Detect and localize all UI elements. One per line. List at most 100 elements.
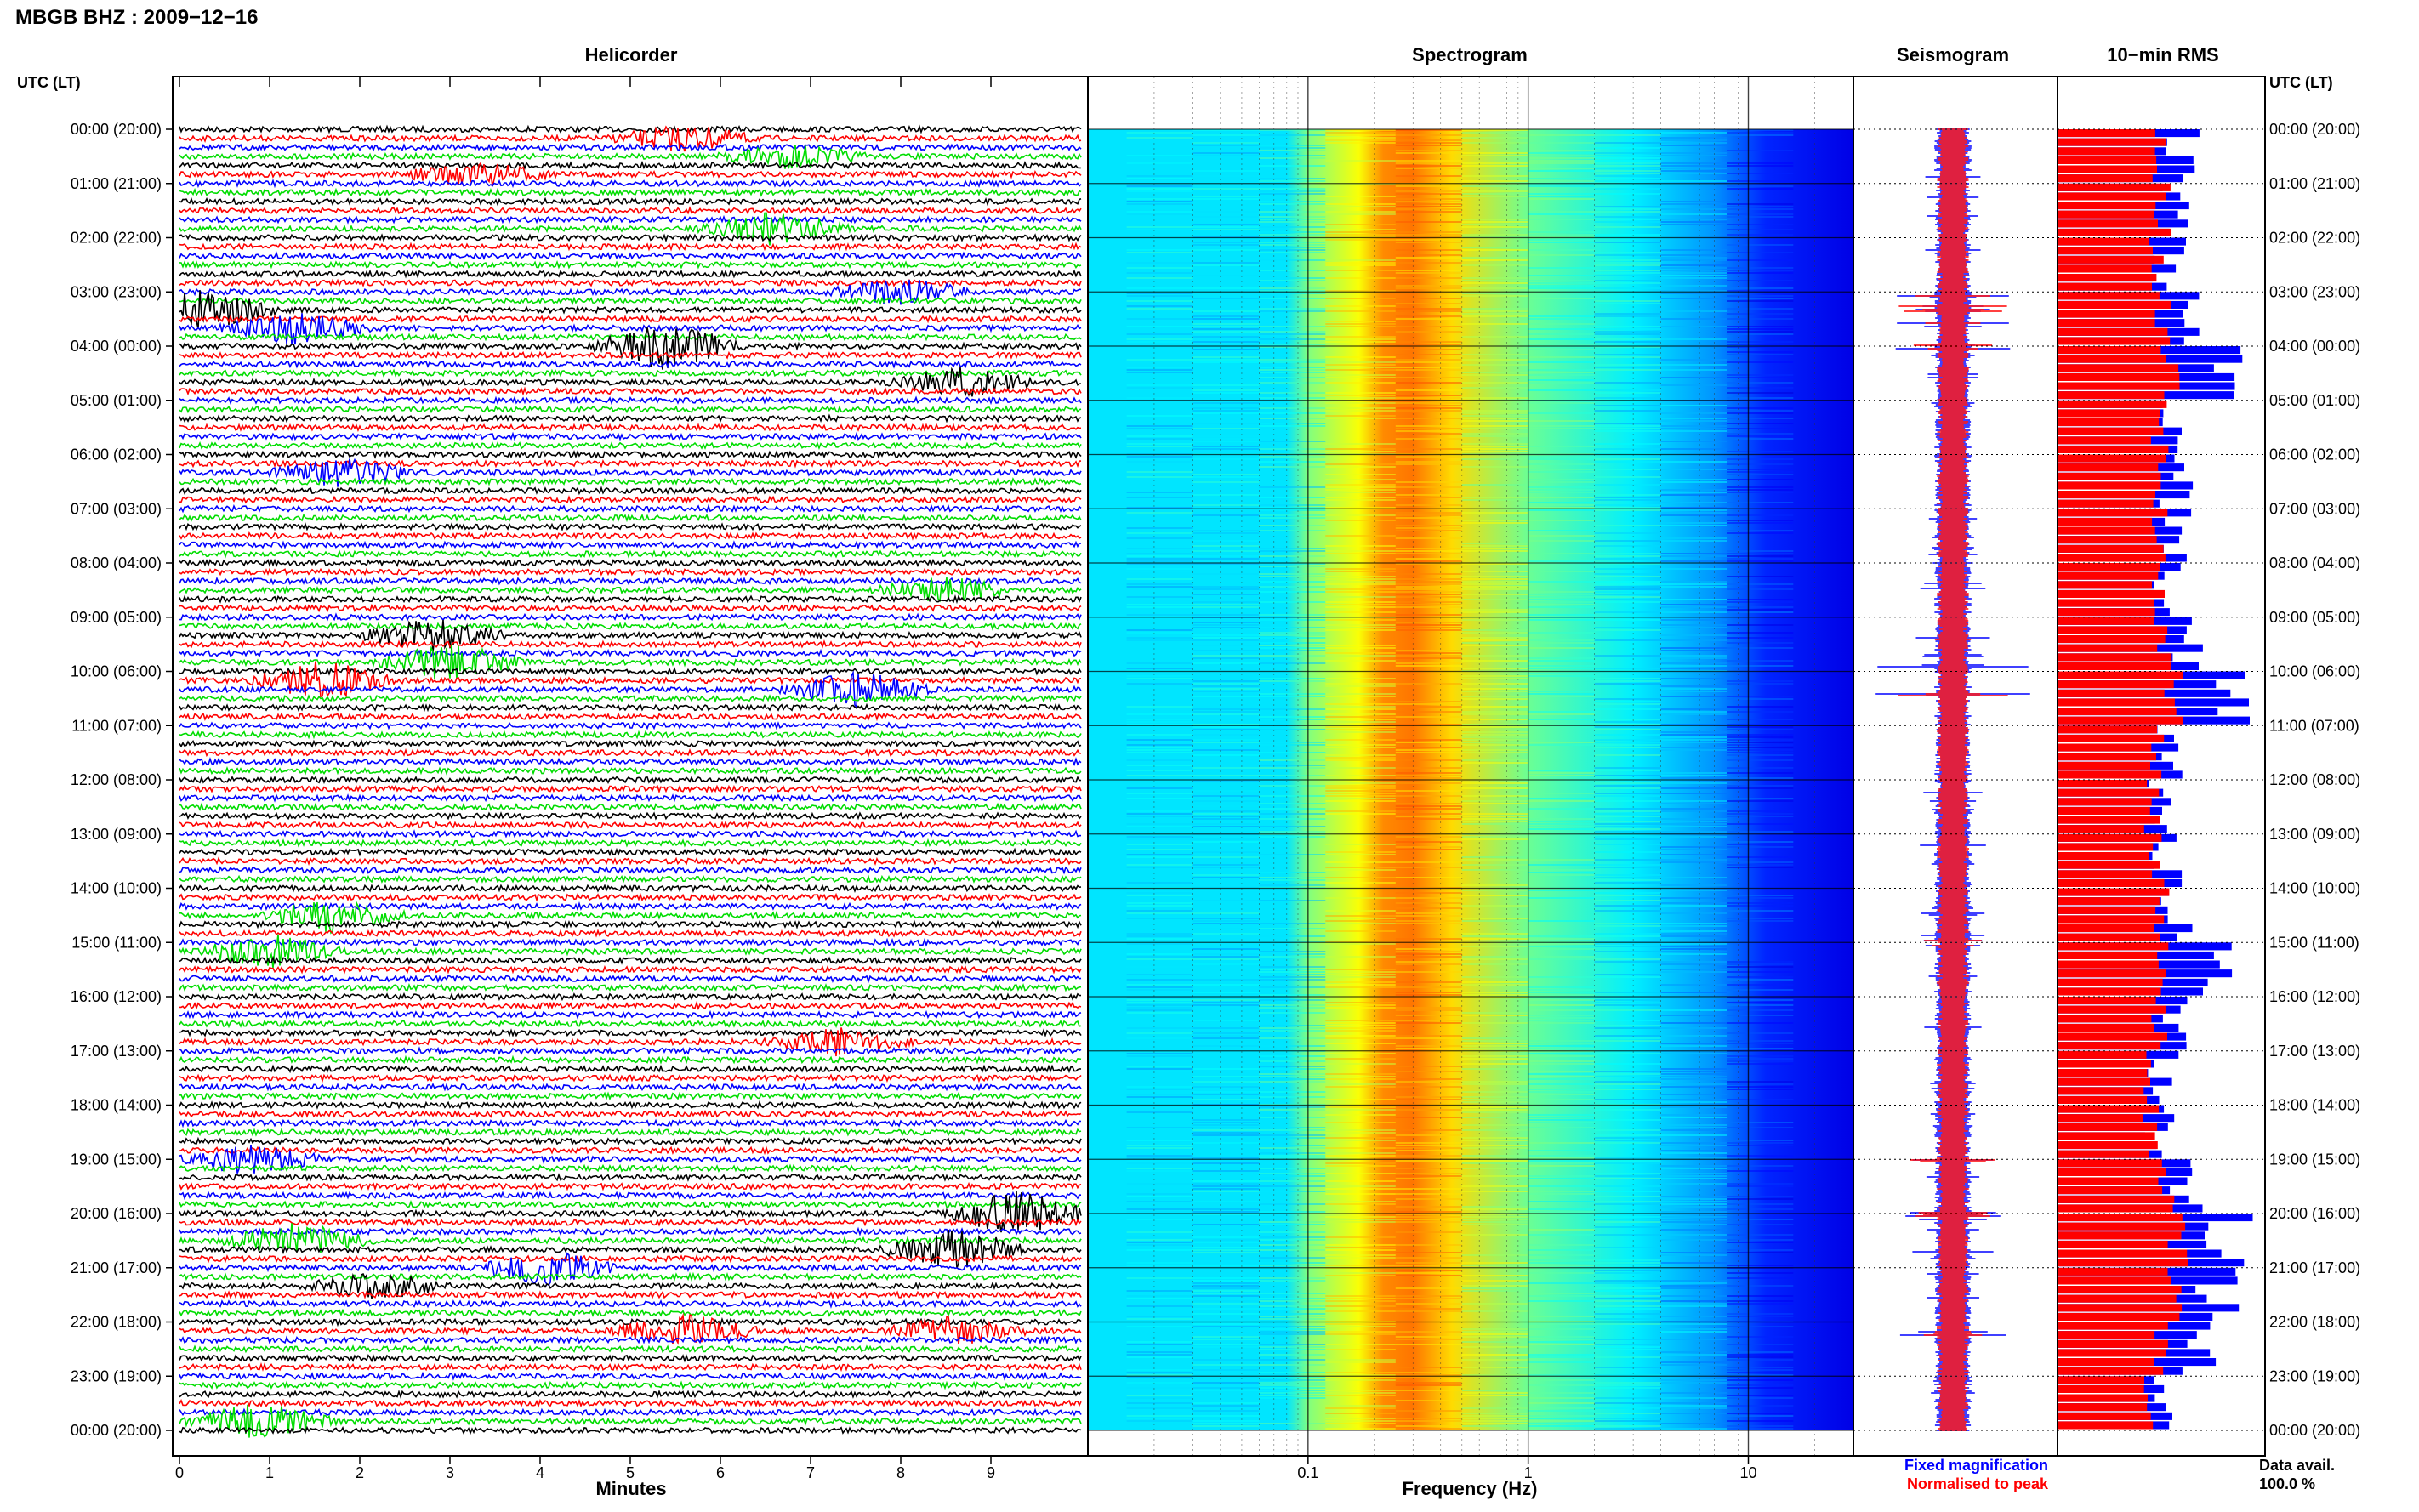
spectrogram-stripe — [1325, 321, 1396, 322]
spectrogram-stripe — [1528, 958, 1595, 960]
spectrogram-stripe — [1594, 1020, 1661, 1021]
spectrogram-stripe — [1461, 611, 1528, 613]
spectrogram-stripe — [1192, 558, 1260, 560]
spectrogram-stripe — [1594, 157, 1661, 159]
spectrogram-stripe — [1727, 1374, 1794, 1376]
spectrogram-stripe — [1594, 1216, 1661, 1218]
spectrogram-stripe — [1259, 211, 1326, 213]
spectrogram-stripe — [1594, 206, 1661, 207]
spectrogram-stripe — [1126, 553, 1193, 554]
spectrogram-stripe — [1461, 137, 1528, 139]
spectrogram-stripe — [1325, 1043, 1396, 1044]
spectrogram-stripe — [1259, 407, 1326, 409]
spectrogram-stripe — [1594, 275, 1661, 276]
spectrogram-stripe — [1325, 1418, 1396, 1419]
spectrogram-stripe — [1395, 606, 1462, 608]
spectrogram-stripe — [1259, 719, 1326, 720]
spectrogram-stripe — [1660, 713, 1727, 715]
spectrogram-stripe — [1727, 1155, 1794, 1157]
spectrogram-stripe — [1126, 864, 1193, 866]
spectrogram-stripe — [1594, 1040, 1661, 1042]
spectrogram-stripe — [1259, 1027, 1326, 1029]
spectrogram-stripe — [1395, 287, 1462, 289]
spectrogram-stripe — [1660, 1076, 1727, 1077]
spectrogram-stripe — [1727, 1022, 1794, 1024]
spectrogram-stripe — [1395, 986, 1462, 988]
spectrogram-stripe — [1325, 550, 1396, 552]
spectrogram-stripe — [1325, 655, 1396, 657]
spectrogram-stripe — [1325, 341, 1396, 343]
spectrogram-stripe — [1325, 1405, 1396, 1407]
spectrogram-stripe — [1395, 410, 1462, 412]
spectrogram-stripe — [1660, 800, 1727, 802]
spectrogram-stripe — [1528, 1165, 1595, 1167]
spectrogram-stripe — [1660, 606, 1727, 608]
spectrogram-stripe — [1259, 1326, 1326, 1327]
rms-bar-normalised — [2058, 1339, 2168, 1348]
y-tick-label-right: 17:00 (13:00) — [2269, 1043, 2360, 1060]
rms-bar-normalised — [2058, 997, 2156, 1005]
spectrogram-stripe — [1660, 831, 1727, 833]
helicorder-trace — [179, 1425, 1082, 1435]
spectrogram-stripe — [1259, 1060, 1326, 1062]
spectrogram-stripe — [1259, 392, 1326, 394]
helicorder-trace — [179, 982, 1082, 992]
spectrogram-stripe — [1395, 1382, 1462, 1384]
spectrogram-stripe — [1259, 744, 1326, 746]
spectrogram-stripe — [1325, 793, 1396, 794]
spectrogram-stripe — [1528, 1142, 1595, 1144]
rms-bar-normalised — [2058, 1214, 2183, 1222]
spectrogram-stripe — [1325, 1037, 1396, 1039]
spectrogram-stripe — [1192, 1405, 1260, 1407]
spectrogram-stripe — [1126, 918, 1193, 919]
spectrogram-stripe — [1594, 1081, 1661, 1083]
spectrogram-stripe — [1660, 925, 1727, 927]
spectrogram-stripe — [1325, 629, 1396, 631]
spectrogram-stripe — [1528, 168, 1595, 169]
spectrogram-stripe — [1395, 739, 1462, 741]
spectrogram-stripe — [1325, 767, 1396, 769]
spectrogram-stripe — [1259, 441, 1326, 442]
rms-bar-normalised — [2058, 897, 2160, 906]
spectrogram-stripe — [1660, 1183, 1727, 1185]
spectrogram-stripe — [1395, 622, 1462, 623]
spectrogram-stripe — [1325, 976, 1396, 978]
spectrogram-stripe — [1325, 969, 1396, 970]
spectrogram-stripe — [1660, 1045, 1727, 1047]
spectrogram-stripe — [1528, 160, 1595, 162]
spectrogram-stripe — [1461, 1058, 1528, 1060]
spectrogram-stripe — [1594, 1076, 1661, 1077]
rms-bar-normalised — [2058, 463, 2159, 472]
helicorder-trace — [179, 874, 1082, 884]
spectrogram-stripe — [1461, 655, 1528, 657]
spectrogram-stripe — [1126, 428, 1193, 429]
spectrogram-stripe — [1594, 1272, 1661, 1274]
rms-bar-normalised — [2058, 1141, 2158, 1150]
rms-bar-normalised — [2058, 1087, 2144, 1095]
spectrogram-stripe — [1461, 1048, 1528, 1049]
spectrogram-stripe — [1395, 742, 1462, 743]
spectrogram-stripe — [1461, 466, 1528, 468]
spectrogram-stripe — [1660, 1203, 1727, 1205]
spectrogram-stripe — [1126, 1012, 1193, 1014]
spectrogram-stripe — [1395, 912, 1462, 914]
spectrogram-stripe — [1192, 1124, 1260, 1126]
spectrogram-stripe — [1259, 259, 1326, 261]
spectrogram-stripe — [1126, 678, 1193, 679]
spectrogram-stripe — [1594, 252, 1661, 253]
spectrogram-stripe — [1395, 1175, 1462, 1177]
spectrogram-stripe — [1395, 1109, 1462, 1111]
spectrogram-stripe — [1594, 476, 1661, 478]
rms-bar-normalised — [2058, 346, 2161, 355]
spectrogram-stripe — [1660, 1219, 1727, 1220]
spectrogram-stripe — [1461, 864, 1528, 866]
minutes-tick-label: 1 — [265, 1464, 274, 1481]
spectrogram-stripe — [1660, 639, 1727, 641]
spectrogram-stripe — [1395, 349, 1462, 350]
spectrogram-stripe — [1395, 790, 1462, 792]
spectrogram-stripe — [1660, 369, 1727, 371]
spectrogram-stripe — [1126, 719, 1193, 720]
spectrogram-stripe — [1126, 1295, 1193, 1297]
spectrogram-stripe — [1660, 1117, 1727, 1118]
spectrogram-stripe — [1325, 726, 1396, 728]
